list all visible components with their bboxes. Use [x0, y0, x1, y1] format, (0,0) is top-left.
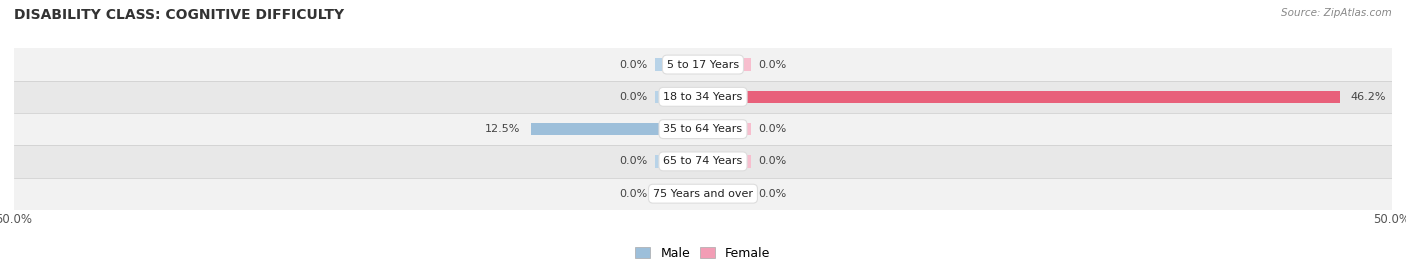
- Text: Source: ZipAtlas.com: Source: ZipAtlas.com: [1281, 8, 1392, 18]
- Text: 75 Years and over: 75 Years and over: [652, 189, 754, 199]
- Text: 0.0%: 0.0%: [758, 189, 786, 199]
- Bar: [655, 155, 703, 168]
- Text: DISABILITY CLASS: COGNITIVE DIFFICULTY: DISABILITY CLASS: COGNITIVE DIFFICULTY: [14, 8, 344, 22]
- Text: 0.0%: 0.0%: [620, 189, 648, 199]
- Legend: Male, Female: Male, Female: [630, 242, 776, 265]
- Bar: [655, 187, 703, 200]
- Bar: [14, 48, 1392, 81]
- Text: 46.2%: 46.2%: [1351, 92, 1386, 102]
- Bar: [703, 155, 751, 168]
- Bar: [531, 123, 703, 135]
- Bar: [703, 187, 751, 200]
- Bar: [14, 81, 1392, 113]
- Bar: [703, 58, 751, 71]
- Text: 12.5%: 12.5%: [484, 124, 520, 134]
- Bar: [14, 145, 1392, 178]
- Text: 0.0%: 0.0%: [620, 156, 648, 167]
- Text: 0.0%: 0.0%: [758, 124, 786, 134]
- Text: 0.0%: 0.0%: [758, 156, 786, 167]
- Text: 0.0%: 0.0%: [620, 92, 648, 102]
- Bar: [703, 123, 751, 135]
- Bar: [14, 113, 1392, 145]
- Text: 65 to 74 Years: 65 to 74 Years: [664, 156, 742, 167]
- Bar: [655, 91, 703, 103]
- Text: 5 to 17 Years: 5 to 17 Years: [666, 59, 740, 70]
- Bar: [703, 91, 1340, 103]
- Bar: [14, 178, 1392, 210]
- Text: 0.0%: 0.0%: [620, 59, 648, 70]
- Text: 18 to 34 Years: 18 to 34 Years: [664, 92, 742, 102]
- Text: 0.0%: 0.0%: [758, 59, 786, 70]
- Text: 35 to 64 Years: 35 to 64 Years: [664, 124, 742, 134]
- Bar: [655, 58, 703, 71]
